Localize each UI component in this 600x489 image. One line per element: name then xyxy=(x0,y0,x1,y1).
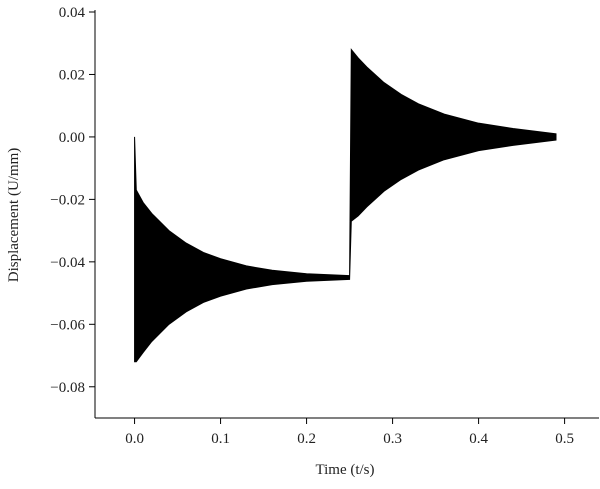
x-tick-label: 0.4 xyxy=(469,431,488,447)
x-tick-label: 0.0 xyxy=(125,431,144,447)
y-axis-label: Displacement (U/mm) xyxy=(6,148,22,283)
x-tick-label: 0.3 xyxy=(383,431,402,447)
y-tick-label: 0.04 xyxy=(59,5,86,21)
y-tick-label: −0.04 xyxy=(50,255,85,271)
y-tick-label: −0.08 xyxy=(50,380,85,396)
y-tick-label: −0.06 xyxy=(50,317,85,333)
x-tick-label: 0.5 xyxy=(555,431,574,447)
y-tick-label: −0.02 xyxy=(50,192,85,208)
x-tick-label: 0.1 xyxy=(211,431,230,447)
x-axis-label: Time (t/s) xyxy=(315,462,374,478)
y-tick-label: 0.02 xyxy=(59,67,85,83)
response-envelope xyxy=(134,48,557,363)
y-tick-label: 0.00 xyxy=(59,130,85,146)
x-tick-label: 0.2 xyxy=(297,431,316,447)
